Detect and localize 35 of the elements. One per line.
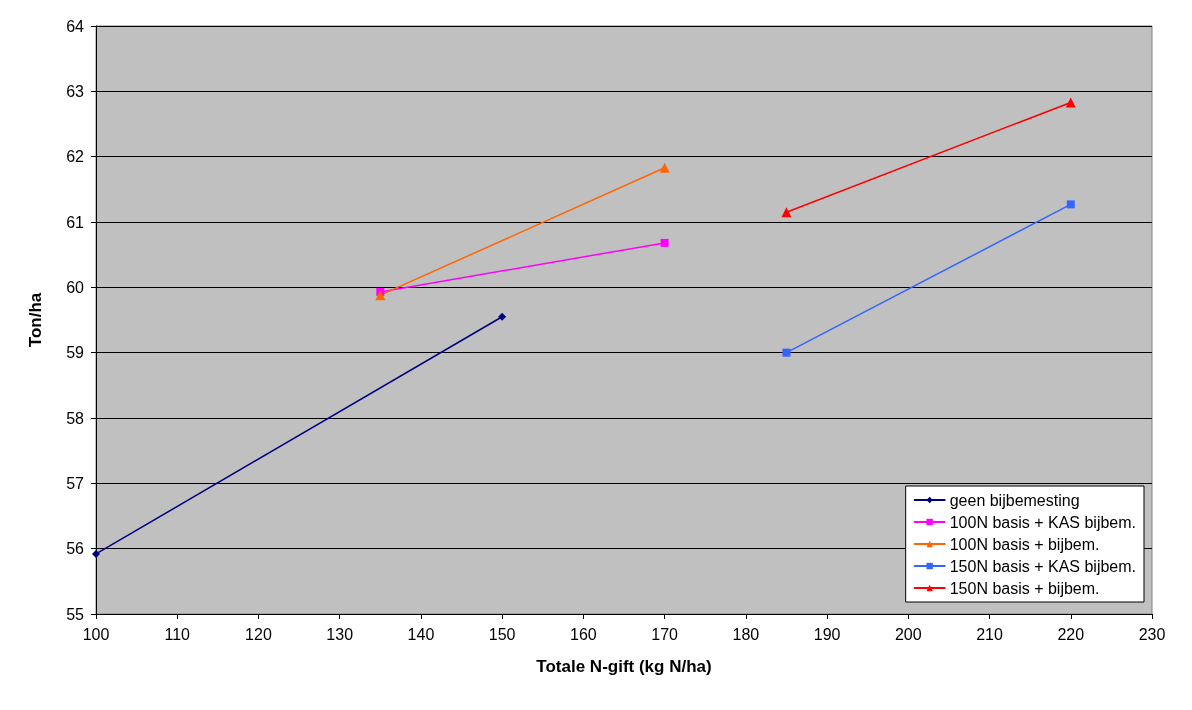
point bbox=[1066, 200, 1075, 209]
x-tick-label: 160 bbox=[570, 625, 597, 643]
legend-label: geen bijbemesting bbox=[949, 491, 1080, 509]
y-tick-label: 61 bbox=[66, 213, 85, 231]
x-tick-label: 210 bbox=[976, 625, 1003, 643]
x-tick-label: 180 bbox=[732, 625, 760, 643]
point bbox=[498, 312, 507, 321]
x-tick-label: 100 bbox=[82, 625, 110, 643]
x-tick-label: 220 bbox=[1057, 625, 1085, 643]
x-tick-label: 110 bbox=[164, 625, 191, 643]
x-axis-title: Totale N-gift (kg N/ha) bbox=[536, 657, 712, 676]
y-tick-label: 60 bbox=[66, 278, 85, 296]
x-tick-label: 230 bbox=[1138, 625, 1166, 643]
x-tick-label: 120 bbox=[245, 625, 272, 643]
legend-label: 100N basis + bijbem. bbox=[949, 535, 1100, 553]
x-tick-label: 150 bbox=[488, 625, 516, 643]
x-tick-label: 140 bbox=[407, 625, 435, 643]
y-tick-label: 55 bbox=[66, 605, 85, 623]
y-tick-label: 64 bbox=[66, 17, 85, 35]
x-tick-label: 170 bbox=[651, 625, 679, 643]
y-tick-label: 57 bbox=[66, 474, 85, 492]
y-tick-label: 62 bbox=[66, 148, 85, 166]
y-axis-title: Ton/ha bbox=[26, 292, 45, 348]
legend-label: 100N basis + KAS bijbem. bbox=[949, 513, 1137, 531]
y-tick-label: 59 bbox=[66, 344, 85, 362]
x-tick-label: 200 bbox=[894, 625, 922, 643]
x-tick-label: 190 bbox=[813, 625, 841, 643]
legend-label: 150N basis + bijbem. bbox=[949, 579, 1100, 597]
point bbox=[782, 348, 791, 357]
legend-label: 150N basis + KAS bijbem. bbox=[949, 557, 1137, 575]
y-tick-label: 63 bbox=[66, 82, 85, 100]
y-tick-label: 58 bbox=[66, 409, 85, 427]
x-tick-label: 130 bbox=[326, 625, 354, 643]
y-tick-label: 56 bbox=[66, 540, 85, 558]
point bbox=[660, 238, 669, 247]
